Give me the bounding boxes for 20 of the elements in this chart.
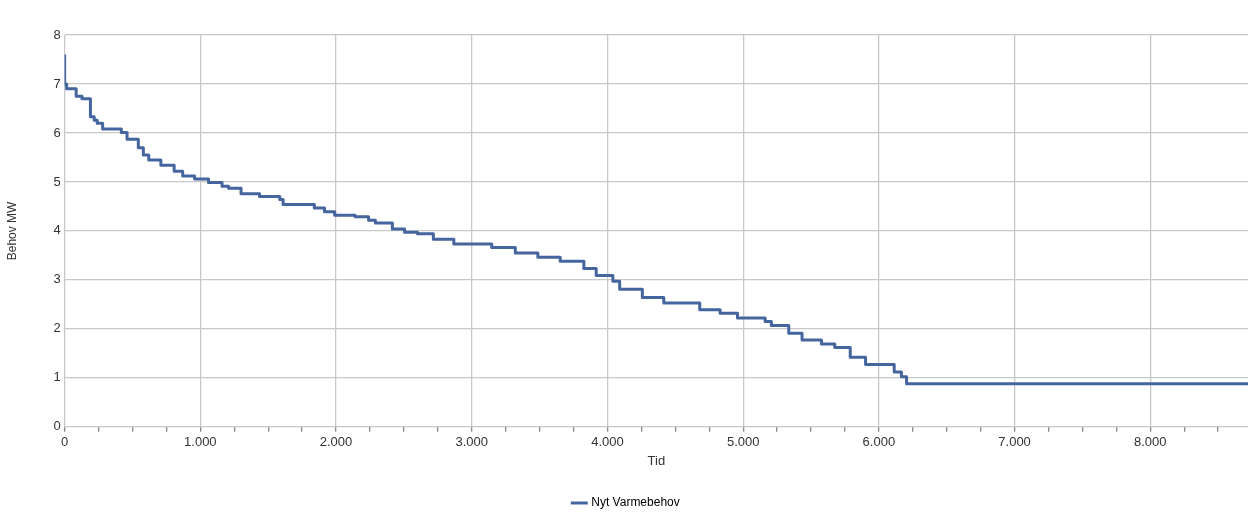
x-tick-label: 2.000 — [319, 434, 353, 450]
y-tick-label: 2 — [53, 320, 61, 336]
x-tick-label: 6.000 — [862, 434, 896, 450]
y-tick-label: 0 — [53, 418, 61, 434]
x-tick-label: 7.000 — [998, 434, 1031, 450]
y-axis-title: Behov MW — [4, 200, 19, 261]
y-tick-label: 1 — [53, 369, 61, 385]
x-axis-title: Tid — [647, 452, 666, 468]
x-tick-label: 3.000 — [455, 434, 489, 450]
y-tick-label: 3 — [53, 271, 61, 287]
legend-label: Nyt Varmebehov — [591, 495, 680, 510]
x-tick-label: 4.000 — [591, 434, 624, 450]
y-tick-label: 6 — [53, 124, 61, 140]
y-tick-label: 8 — [53, 26, 61, 42]
x-tick-label: 8.000 — [1134, 434, 1167, 450]
y-tick-label: 5 — [53, 173, 61, 189]
x-tick-label: 1.000 — [184, 434, 217, 450]
y-tick-label: 4 — [53, 222, 61, 238]
x-tick-label: 5.000 — [726, 434, 760, 450]
y-tick-label: 7 — [53, 75, 61, 91]
